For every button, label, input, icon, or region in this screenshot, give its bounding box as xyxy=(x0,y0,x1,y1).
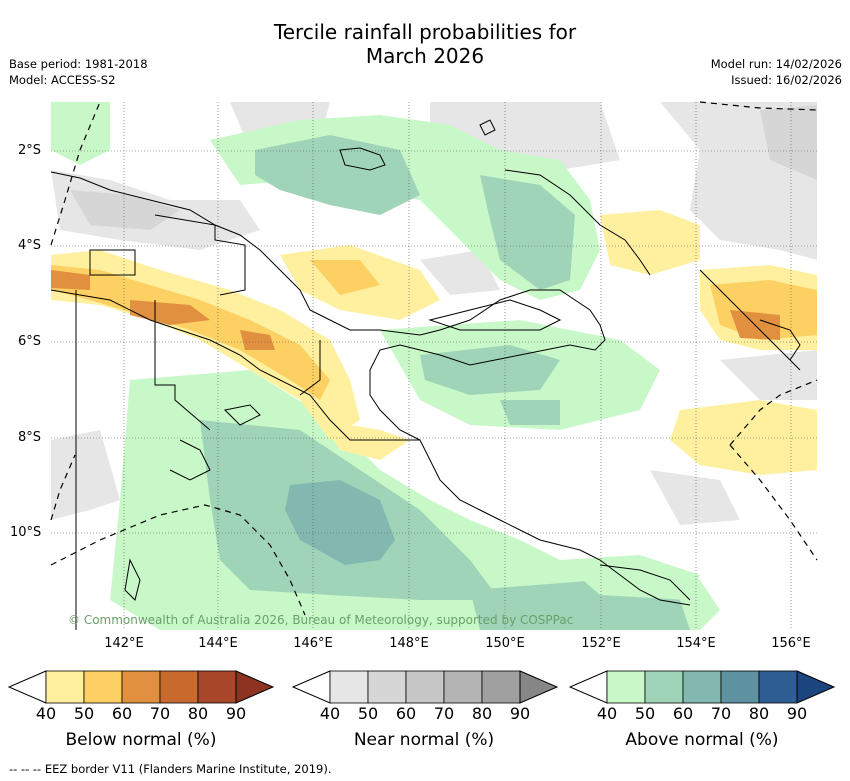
gridlines xyxy=(51,102,817,630)
title-line-1: Tercile rainfall probabilities for xyxy=(273,20,577,44)
colorbar-above-normal xyxy=(568,670,836,704)
cb-near-tick-50: 50 xyxy=(357,704,379,723)
cb-below-tick-60: 60 xyxy=(111,704,133,723)
lon-label-146e: 146°E xyxy=(293,636,333,651)
cb-above-title: Above normal (%) xyxy=(625,730,779,750)
cb-near-title: Near normal (%) xyxy=(353,730,495,750)
lon-label-150e: 150°E xyxy=(485,636,525,651)
probability-fields xyxy=(51,102,817,630)
credit-text: © Commonwealth of Australia 2026, Bureau… xyxy=(68,613,574,627)
cb-above-tick-80: 80 xyxy=(748,704,770,723)
cb-near-tick-80: 80 xyxy=(471,704,493,723)
cb-below-tick-90: 90 xyxy=(225,704,247,723)
cb-above-tick-60: 60 xyxy=(672,704,694,723)
base-period: Base period: 1981-2018 xyxy=(9,57,148,71)
cb-near-tick-70: 70 xyxy=(433,704,455,723)
lon-label-144e: 144°E xyxy=(198,636,238,651)
chart-title: Tercile rainfall probabilities for March… xyxy=(0,20,850,68)
colorbar-near-normal xyxy=(291,670,559,704)
cb-above-tick-90: 90 xyxy=(786,704,808,723)
cb-above-tick-40: 40 xyxy=(596,704,618,723)
cb-below-title: Below normal (%) xyxy=(65,730,217,750)
model-name: Model: ACCESS-S2 xyxy=(9,73,116,87)
eez-borders xyxy=(50,101,818,616)
lon-label-152e: 152°E xyxy=(581,636,621,651)
issued-date: Issued: 16/02/2026 xyxy=(731,73,842,87)
cb-near-tick-90: 90 xyxy=(509,704,531,723)
coastlines xyxy=(50,119,801,630)
model-run: Model run: 14/02/2026 xyxy=(710,57,842,71)
lon-label-148e: 148°E xyxy=(389,636,429,651)
cb-below-tick-70: 70 xyxy=(149,704,171,723)
cb-near-tick-60: 60 xyxy=(395,704,417,723)
title-line-2: March 2026 xyxy=(365,44,485,68)
lon-label-154e: 154°E xyxy=(676,636,716,651)
cb-below-tick-50: 50 xyxy=(73,704,95,723)
cb-near-tick-40: 40 xyxy=(319,704,341,723)
lon-label-142e: 142°E xyxy=(104,636,144,651)
meta-right: Model run: 14/02/2026 Issued: 16/02/2026 xyxy=(711,56,842,88)
lat-label-4s: 4°S xyxy=(18,238,42,253)
lat-label-6s: 6°S xyxy=(18,334,42,349)
cb-below-tick-40: 40 xyxy=(35,704,57,723)
meta-left: Base period: 1981-2018 Model: ACCESS-S2 xyxy=(9,56,148,88)
lat-label-8s: 8°S xyxy=(18,430,42,445)
eez-footnote: -- -- -- EEZ border V11 (Flanders Marine… xyxy=(9,762,332,776)
lat-label-2s: 2°S xyxy=(18,143,42,158)
lon-label-156e: 156°E xyxy=(771,636,811,651)
cb-above-tick-70: 70 xyxy=(710,704,732,723)
lat-label-10s: 10°S xyxy=(10,525,42,540)
cb-below-tick-80: 80 xyxy=(187,704,209,723)
cb-above-tick-50: 50 xyxy=(634,704,656,723)
colorbar-below-normal xyxy=(7,670,275,704)
